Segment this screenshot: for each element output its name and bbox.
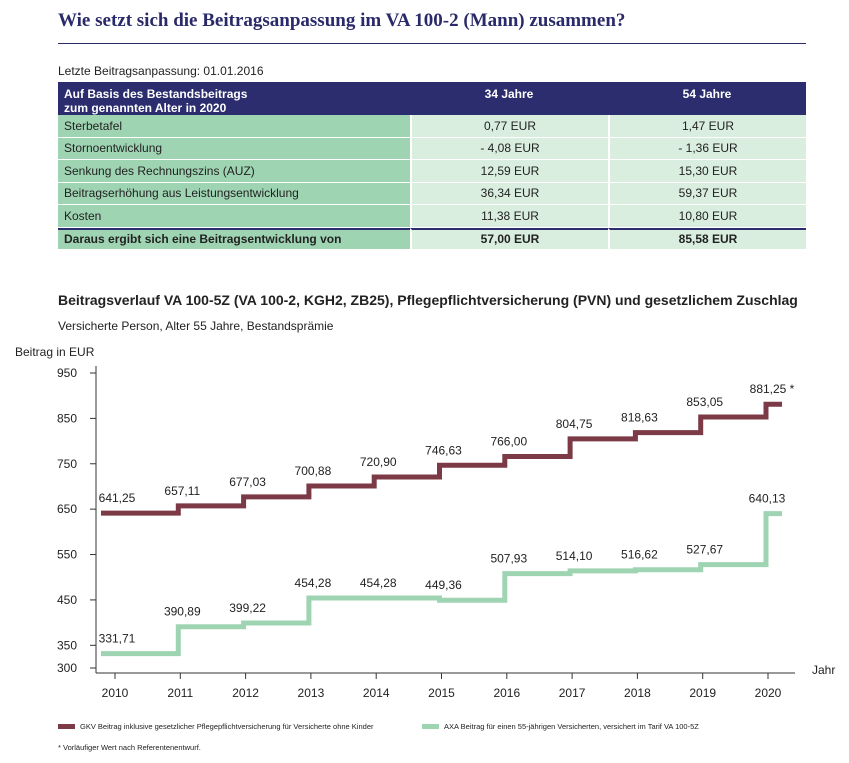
x-tick-label: 2019 [689, 686, 716, 700]
data-label: 881,25 * [750, 382, 795, 396]
y-tick-label: 550 [57, 548, 77, 562]
x-tick-label: 2020 [755, 686, 782, 700]
table-row: Beitragserhöhung aus Leistungsentwicklun… [58, 182, 806, 205]
series-line-axa [101, 511, 782, 657]
series-line-gkv [101, 401, 782, 516]
x-tick-label: 2018 [624, 686, 651, 700]
legend-swatch-axa [422, 724, 439, 729]
row-value-34: 36,34 EUR [410, 182, 608, 205]
legend-item-gkv: GKV Beitrag inklusive gesetzlicher Pfleg… [58, 722, 374, 731]
y-tick-label: 950 [57, 366, 77, 380]
data-label: 399,22 [229, 601, 266, 615]
row-value-54: 59,37 EUR [608, 182, 806, 205]
data-label: 720,90 [360, 455, 397, 469]
total-value-34: 57,00 EUR [410, 227, 608, 250]
x-axis-label: Jahr [812, 663, 835, 677]
legend-item-axa: AXA Beitrag für einen 55-jährigen Versic… [422, 722, 699, 731]
row-value-54: - 1,36 EUR [608, 137, 806, 160]
row-value-34: 11,38 EUR [410, 205, 608, 228]
data-label: 390,89 [164, 605, 201, 619]
chart-subtitle: Versicherte Person, Alter 55 Jahre, Best… [58, 319, 334, 333]
table-row: Stornoentwicklung - 4,08 EUR - 1,36 EUR [58, 137, 806, 160]
y-tick-label: 750 [57, 457, 77, 471]
data-label: 700,88 [295, 464, 332, 478]
row-label: Beitragserhöhung aus Leistungsentwicklun… [58, 182, 410, 205]
data-label: 507,93 [490, 552, 527, 566]
row-value-34: - 4,08 EUR [410, 137, 608, 160]
y-tick-label: 450 [57, 593, 77, 607]
x-tick-label: 2010 [102, 686, 129, 700]
row-label: Kosten [58, 205, 410, 228]
x-tick-label: 2012 [232, 686, 259, 700]
x-tick-label: 2013 [298, 686, 325, 700]
x-tick-label: 2011 [167, 686, 193, 700]
row-value-54: 1,47 EUR [608, 115, 806, 138]
legend-swatch-gkv [58, 724, 75, 729]
table-row: Sterbetafel 0,77 EUR 1,47 EUR [58, 115, 806, 138]
breakdown-table: Auf Basis des Bestandsbeitrags zum genann… [58, 82, 806, 250]
x-tick-label: 2014 [363, 686, 390, 700]
data-label: 746,63 [425, 443, 462, 457]
data-label: 641,25 [99, 491, 136, 505]
data-label: 454,28 [295, 576, 332, 590]
data-label: 331,71 [99, 632, 136, 646]
data-label: 449,36 [425, 578, 462, 592]
data-label: 657,11 [164, 484, 200, 498]
data-label: 640,13 [749, 492, 786, 506]
page-title: Wie setzt sich die Beitragsanpassung im … [58, 10, 626, 31]
chart-title: Beitragsverlauf VA 100-5Z (VA 100-2, KGH… [58, 292, 798, 308]
title-divider [58, 43, 806, 44]
table-row: Senkung des Rechnungszins (AUZ) 12,59 EU… [58, 160, 806, 183]
row-value-54: 10,80 EUR [608, 205, 806, 228]
data-label: 853,05 [686, 395, 723, 409]
row-label: Stornoentwicklung [58, 137, 410, 160]
y-tick-label: 300 [57, 661, 77, 675]
x-tick-label: 2015 [428, 686, 455, 700]
row-value-34: 0,77 EUR [410, 115, 608, 138]
data-label: 516,62 [621, 548, 658, 562]
data-label: 818,63 [621, 411, 658, 425]
data-label: 804,75 [556, 417, 593, 431]
header-line-1: Auf Basis des Bestandsbeitrags [64, 87, 248, 101]
last-adjustment-note: Letzte Beitragsanpassung: 01.01.2016 [58, 64, 264, 78]
table-total-row: Daraus ergibt sich eine Beitragsentwickl… [58, 227, 806, 250]
table-row: Kosten 11,38 EUR 10,80 EUR [58, 205, 806, 228]
table-header-34: 34 Jahre [410, 82, 608, 115]
y-tick-label: 650 [57, 502, 77, 516]
header-line-2: zum genannten Alter in 2020 [64, 101, 227, 115]
data-label: 527,67 [686, 543, 723, 557]
data-label: 766,00 [490, 435, 527, 449]
data-label: 514,10 [556, 549, 593, 563]
data-label: 677,03 [229, 475, 266, 489]
y-tick-label: 350 [57, 638, 77, 652]
x-tick-label: 2017 [559, 686, 586, 700]
y-tick-label: 850 [57, 411, 77, 425]
y-axis-label: Beitrag in EUR [15, 345, 95, 359]
total-label: Daraus ergibt sich eine Beitragsentwickl… [58, 227, 410, 250]
row-value-54: 15,30 EUR [608, 160, 806, 183]
row-label: Sterbetafel [58, 115, 410, 138]
total-value-54: 85,58 EUR [608, 227, 806, 250]
legend-label-axa: AXA Beitrag für einen 55-jährigen Versic… [444, 722, 699, 731]
footnote: * Vorläufiger Wert nach Referentenentwur… [58, 743, 201, 752]
data-label: 454,28 [360, 576, 397, 590]
row-value-34: 12,59 EUR [410, 160, 608, 183]
table-header-row: Auf Basis des Bestandsbeitrags zum genann… [58, 82, 806, 115]
table-header-basis: Auf Basis des Bestandsbeitrags zum genann… [58, 82, 410, 115]
row-label: Senkung des Rechnungszins (AUZ) [58, 160, 410, 183]
legend-label-gkv: GKV Beitrag inklusive gesetzlicher Pfleg… [80, 722, 374, 731]
x-tick-label: 2016 [493, 686, 520, 700]
table-header-54: 54 Jahre [608, 82, 806, 115]
